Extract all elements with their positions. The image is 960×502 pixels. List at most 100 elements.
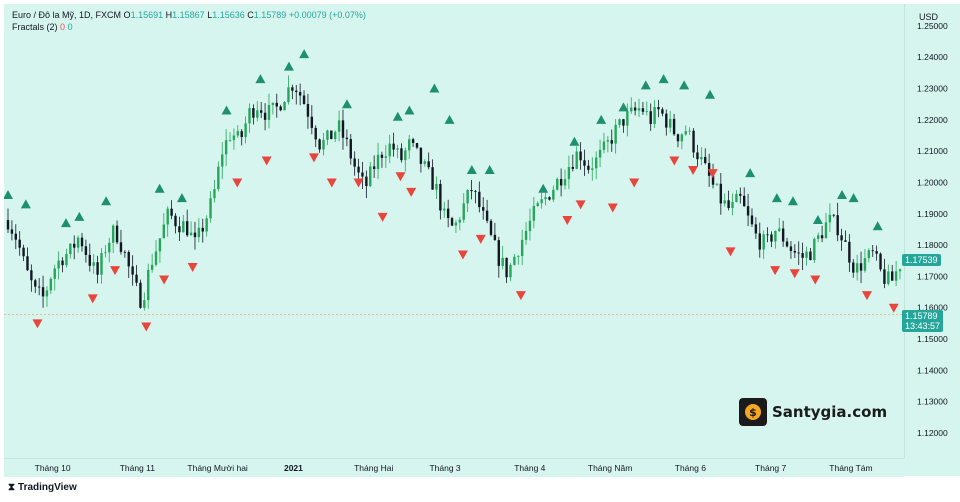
candle <box>123 250 127 258</box>
time-axis[interactable]: Tháng 10 Tháng 11 Tháng Mười hai 2021 Tháng … <box>4 458 904 477</box>
fractal-up-marker <box>466 164 477 174</box>
candle <box>14 224 17 250</box>
candle <box>376 142 380 179</box>
candle <box>513 253 516 266</box>
candle <box>295 84 298 105</box>
candle <box>754 217 758 239</box>
candle <box>824 212 828 239</box>
x-tick-label: Tháng 11 <box>120 463 156 473</box>
fractal-down-marker <box>562 216 573 226</box>
candle <box>92 254 95 274</box>
candle <box>614 119 617 154</box>
legend-close: 1.15789 <box>253 10 287 20</box>
chart-area[interactable]: Euro / Đô la Mỹ, 1D, FXCM O1.15691 H1.15… <box>4 4 904 458</box>
candle <box>657 99 660 118</box>
candle <box>178 216 181 242</box>
price-axis[interactable]: USD 1.12000 1.13000 1.14000 1.15000 1.16000 1… <box>904 4 960 458</box>
candle <box>236 125 240 138</box>
candle <box>10 220 14 241</box>
fractal-down-marker <box>232 178 243 188</box>
candle <box>532 197 536 229</box>
x-tick-label: Tháng Tám <box>829 463 872 473</box>
candle <box>478 181 481 213</box>
candle <box>875 245 878 261</box>
candle <box>719 173 723 215</box>
x-tick-label: Tháng Năm <box>588 463 632 473</box>
candle <box>283 101 286 111</box>
candle <box>583 149 586 176</box>
candle <box>306 93 310 129</box>
candle <box>119 229 123 255</box>
candle <box>781 220 785 247</box>
fractal-up-marker <box>679 80 690 90</box>
candle <box>766 227 769 243</box>
candle <box>450 216 454 227</box>
price-chart[interactable] <box>4 4 904 458</box>
candle <box>575 146 578 170</box>
fractal-up-marker <box>812 215 823 225</box>
candle <box>427 152 430 170</box>
candle <box>552 185 555 203</box>
candle <box>345 129 349 147</box>
candle <box>458 216 462 231</box>
fractal-up-marker <box>787 196 798 206</box>
fractal-up-marker <box>20 199 31 209</box>
y-tick-label: 1.20000 <box>917 177 948 187</box>
candle <box>746 193 750 227</box>
candle <box>174 213 177 234</box>
candle <box>750 208 754 228</box>
legend-high: 1.15867 <box>172 10 205 20</box>
legend-low: 1.15636 <box>212 10 245 20</box>
candle <box>482 197 485 220</box>
candle <box>548 196 551 201</box>
candle <box>357 158 360 182</box>
y-tick-label: 1.15000 <box>917 334 948 344</box>
candle <box>431 159 434 190</box>
candle <box>147 263 150 309</box>
candle <box>668 110 672 133</box>
candle <box>131 255 134 286</box>
candle <box>645 101 649 116</box>
candle <box>567 155 571 190</box>
fractal-up-marker <box>74 211 85 221</box>
candle <box>587 159 590 174</box>
time-axis-ticks: Tháng 10 Tháng 11 Tháng Mười hai 2021 Tháng … <box>35 463 873 473</box>
candle <box>887 264 890 286</box>
candle <box>333 130 337 142</box>
candle <box>353 151 356 176</box>
fractal-down-marker <box>688 165 699 175</box>
candle <box>349 133 352 165</box>
candle <box>606 136 610 153</box>
fractal-down-marker <box>406 187 417 197</box>
fractal-down-marker <box>770 266 781 276</box>
candle <box>240 129 243 146</box>
candle <box>610 129 613 152</box>
candle <box>524 222 528 245</box>
ref-price-badge: 1.17539 <box>902 253 941 266</box>
candle <box>80 233 84 252</box>
candle <box>100 248 103 284</box>
candle <box>832 213 835 218</box>
candle <box>322 132 325 156</box>
candle <box>813 237 816 264</box>
y-tick-label: 1.12000 <box>917 428 948 438</box>
candle <box>69 243 72 259</box>
x-tick-label: Tháng 10 <box>35 463 71 473</box>
tradingview-logo[interactable]: ⧗ TradingView <box>8 482 77 493</box>
candle <box>622 118 625 133</box>
fractal-up-marker <box>4 189 13 199</box>
candle <box>871 244 874 257</box>
candle <box>715 183 719 187</box>
candle <box>154 240 158 267</box>
fractal-down-marker <box>475 234 486 244</box>
fractal-up-marker <box>154 183 165 193</box>
fractal-up-marker <box>484 164 495 174</box>
candle <box>135 265 138 287</box>
y-tick-label: 1.14000 <box>917 365 948 375</box>
candle <box>197 218 201 243</box>
candle <box>731 193 734 216</box>
candle <box>228 131 232 142</box>
candle <box>302 90 306 105</box>
fractal-down-marker <box>575 200 586 210</box>
candle <box>162 213 166 239</box>
